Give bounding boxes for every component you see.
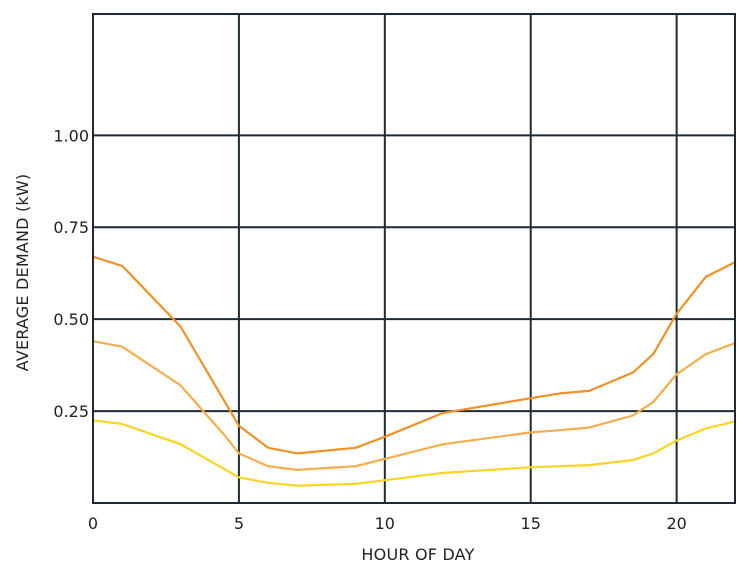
x-tick-label: 0 <box>88 514 98 533</box>
x-axis-title: HOUR OF DAY <box>361 545 474 564</box>
y-tick-label: 1.00 <box>53 126 89 145</box>
grid-lines <box>93 14 735 503</box>
x-tick-label: 5 <box>234 514 244 533</box>
y-tick-label: 0.50 <box>53 310 89 329</box>
x-tick-label: 15 <box>521 514 541 533</box>
plot-frame <box>92 13 736 504</box>
x-tick-label: 10 <box>375 514 395 533</box>
series-lines <box>91 255 737 487</box>
y-tick-label: 0.75 <box>53 218 89 237</box>
series-line-1 <box>91 255 737 455</box>
y-tick-label: 0.25 <box>53 402 89 421</box>
y-axis-title: AVERAGE DEMAND (kW) <box>13 174 32 372</box>
series-line-3 <box>91 419 737 487</box>
tick-labels: 0 5 10 15 20 0.25 0.50 0.75 1.00 <box>53 126 686 533</box>
series-line-2 <box>91 340 737 471</box>
x-tick-label: 20 <box>666 514 686 533</box>
